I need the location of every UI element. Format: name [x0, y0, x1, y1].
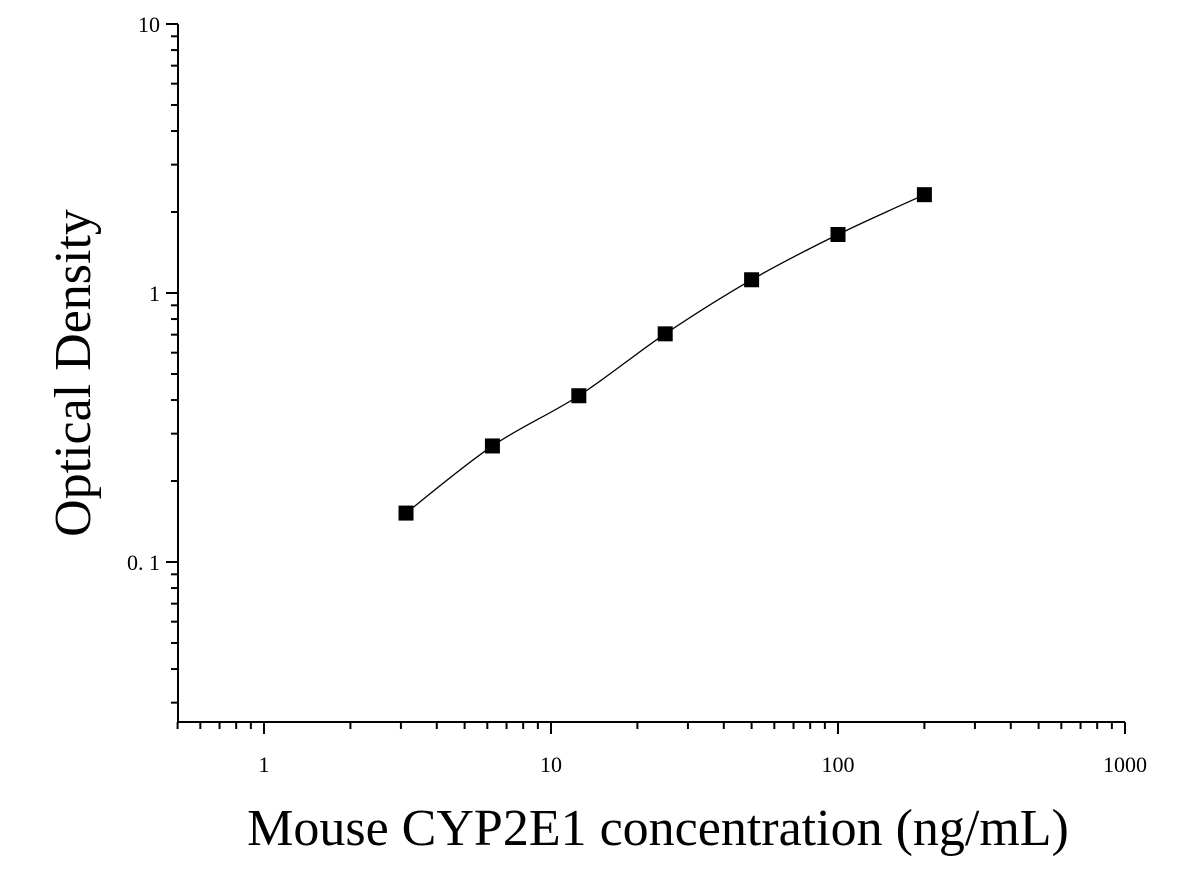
- x-tick-label: 100: [822, 752, 855, 777]
- data-point-marker: [484, 438, 500, 454]
- x-axis-title: Mouse CYP2E1 concentration (ng/mL): [247, 800, 1069, 857]
- y-tick-label: 0. 1: [127, 550, 160, 575]
- x-tick-label: 10: [540, 752, 562, 777]
- y-tick-label: 10: [138, 12, 160, 37]
- data-point-marker: [744, 272, 760, 288]
- x-tick-label: 1: [259, 752, 270, 777]
- data-point-marker: [571, 388, 587, 404]
- x-tick-label: 1000: [1103, 752, 1147, 777]
- fit-curve-group: [405, 194, 925, 514]
- data-point-marker: [398, 505, 414, 521]
- data-point-marker: [830, 226, 846, 242]
- data-points: [398, 187, 932, 521]
- y-tick-label: 1: [149, 281, 160, 306]
- data-point-marker: [916, 187, 932, 203]
- data-point-marker: [657, 326, 673, 342]
- y-axis-title: Optical Density: [45, 209, 102, 537]
- axes: 1 10 100 1000 0. 1 1 10: [127, 12, 1147, 777]
- fit-curve: [405, 194, 925, 514]
